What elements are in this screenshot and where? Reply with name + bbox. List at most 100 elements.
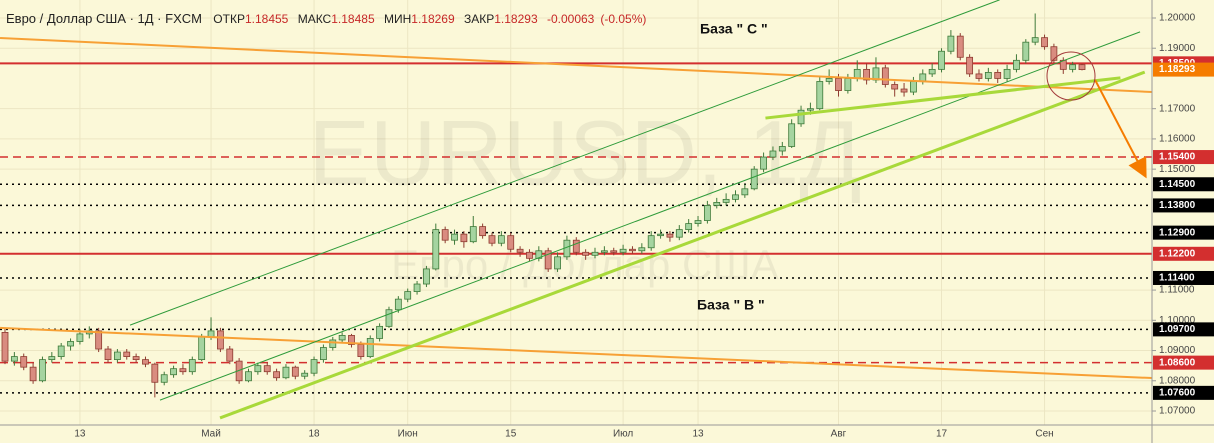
candle-body bbox=[1031, 37, 1039, 43]
trend-line bbox=[219, 70, 1146, 420]
candle-body bbox=[638, 247, 646, 252]
level-label: 1.07600 bbox=[1159, 388, 1196, 399]
candle-body bbox=[778, 146, 786, 152]
candle-body bbox=[938, 50, 945, 70]
level-label: 1.09700 bbox=[1159, 324, 1196, 335]
candle-body bbox=[413, 283, 421, 292]
candle-body bbox=[404, 291, 412, 300]
candle-body bbox=[694, 220, 702, 224]
y-tick-label: 1.07000 bbox=[1159, 406, 1196, 417]
candle-body bbox=[451, 233, 458, 241]
level-label: 1.11400 bbox=[1159, 273, 1195, 284]
candle-body bbox=[497, 235, 505, 244]
candle-body bbox=[104, 348, 112, 361]
candle-body bbox=[357, 344, 365, 357]
x-tick-label: 17 bbox=[936, 429, 948, 440]
candle-body bbox=[703, 205, 711, 221]
candle-body bbox=[10, 356, 18, 362]
y-tick-label: 1.10000 bbox=[1159, 315, 1196, 326]
x-tick-label: 13 bbox=[692, 429, 704, 440]
ohlc-label: МИН bbox=[383, 12, 412, 26]
candle-body bbox=[647, 235, 655, 249]
candle-body bbox=[113, 351, 121, 361]
candle-body bbox=[479, 226, 487, 237]
candle-body bbox=[1003, 68, 1011, 79]
candle-body bbox=[29, 366, 37, 382]
trend-line bbox=[0, 36, 1152, 94]
annotation: База " C " bbox=[700, 21, 768, 37]
candle-body bbox=[713, 202, 721, 206]
candle-body bbox=[57, 345, 65, 357]
candle-body bbox=[366, 338, 374, 357]
candle-body bbox=[273, 371, 280, 379]
ohlc-value: 1.18293 bbox=[494, 12, 538, 26]
candle-body bbox=[507, 235, 515, 250]
highlight-circle bbox=[1046, 51, 1096, 101]
ohlc-label: МАКС bbox=[297, 12, 332, 26]
candle-body bbox=[900, 88, 908, 93]
candle-body bbox=[423, 268, 430, 285]
last-price-box bbox=[1153, 62, 1214, 77]
level-label-box bbox=[1153, 225, 1214, 240]
candle-body bbox=[338, 335, 346, 341]
candle-body bbox=[769, 150, 777, 158]
candle-body bbox=[835, 78, 842, 91]
candle-body bbox=[984, 72, 992, 79]
ohlc-value: 1.18485 bbox=[331, 12, 375, 26]
candle-body bbox=[170, 368, 177, 376]
level-label: 1.08600 bbox=[1159, 357, 1196, 368]
x-tick-label: Сен bbox=[1035, 429, 1053, 440]
candle-body bbox=[1069, 64, 1077, 70]
candle-body bbox=[554, 256, 561, 270]
candle-body bbox=[488, 235, 496, 244]
ohlc-value: 1.18455 bbox=[244, 12, 289, 26]
candle-body bbox=[76, 333, 84, 342]
ohlc-value: 1.18269 bbox=[411, 12, 455, 26]
candle-body bbox=[188, 359, 196, 373]
level-label-box bbox=[1153, 246, 1214, 261]
candle-body bbox=[291, 366, 299, 377]
candle-body bbox=[844, 78, 852, 91]
candle-body bbox=[95, 330, 103, 350]
candle-body bbox=[610, 250, 618, 253]
candle-body bbox=[123, 351, 131, 357]
candle-body bbox=[320, 347, 327, 361]
candle-body bbox=[1022, 41, 1030, 61]
x-tick-label: 15 bbox=[505, 429, 517, 440]
candle-body bbox=[20, 356, 28, 368]
trend-line bbox=[0, 326, 1152, 380]
candle-body bbox=[685, 223, 693, 231]
candle-body bbox=[67, 341, 74, 347]
candle-body bbox=[282, 366, 290, 379]
candle-body bbox=[526, 251, 533, 259]
level-label-box bbox=[1153, 150, 1214, 165]
candle-body bbox=[1013, 59, 1020, 70]
candle-body bbox=[863, 68, 870, 81]
candle-body bbox=[675, 229, 683, 238]
watermark: EURUSD, 1Д bbox=[308, 102, 861, 204]
y-tick-label: 1.09000 bbox=[1159, 345, 1196, 356]
level-label-box bbox=[1153, 385, 1214, 400]
candle-body bbox=[39, 359, 46, 382]
candle-body bbox=[385, 309, 393, 327]
y-tick-label: 1.19000 bbox=[1159, 43, 1196, 54]
annotation: База " B " bbox=[697, 297, 765, 313]
candle-body bbox=[966, 56, 974, 75]
candle-body bbox=[254, 365, 262, 373]
candle-body bbox=[732, 194, 739, 200]
candle-body bbox=[825, 78, 833, 82]
candle-body bbox=[928, 68, 936, 75]
candle-body bbox=[572, 239, 580, 253]
candle-body bbox=[853, 68, 861, 79]
level-label: 1.12900 bbox=[1159, 227, 1196, 238]
candle-body bbox=[1, 331, 9, 362]
y-tick-label: 1.08000 bbox=[1159, 375, 1196, 386]
candle-body bbox=[142, 359, 149, 365]
candle-body bbox=[956, 35, 964, 58]
candle-body bbox=[216, 330, 224, 350]
candle-body bbox=[657, 233, 664, 237]
symbol: Евро / Доллар США · 1Д · FXCM bbox=[6, 11, 202, 26]
candle-body bbox=[226, 348, 234, 362]
